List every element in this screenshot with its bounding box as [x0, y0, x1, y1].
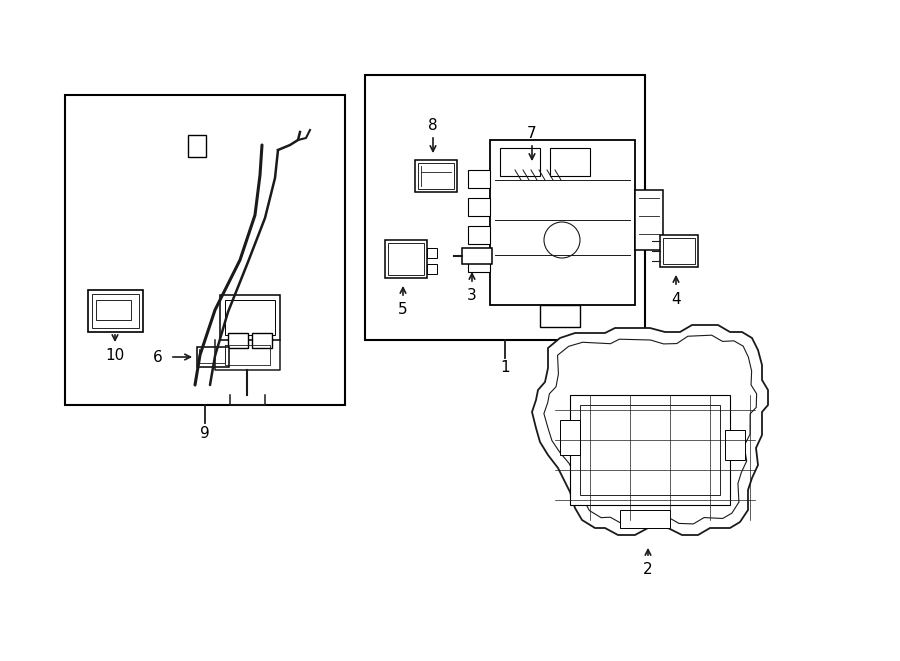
Bar	[540, 305, 580, 327]
Bar	[560, 420, 580, 455]
Text: 4: 4	[671, 292, 680, 307]
Bar	[188, 135, 206, 157]
Bar	[725, 430, 745, 460]
Bar	[660, 235, 698, 267]
Text: 9: 9	[200, 426, 210, 440]
Bar	[92, 294, 139, 328]
Bar	[468, 198, 490, 216]
Circle shape	[544, 222, 580, 258]
Text: 8: 8	[428, 118, 437, 132]
Bar	[635, 190, 663, 250]
Text: 7: 7	[527, 126, 536, 141]
Bar	[550, 148, 590, 176]
Bar	[580, 405, 720, 495]
Bar	[228, 333, 248, 348]
Bar	[220, 295, 280, 340]
Bar	[415, 160, 457, 192]
Text: 2: 2	[644, 563, 652, 578]
Bar	[663, 238, 695, 264]
Text: 10: 10	[105, 348, 124, 364]
Bar	[365, 75, 645, 340]
Bar	[385, 240, 427, 278]
Text: 3: 3	[467, 288, 477, 303]
Bar	[197, 347, 229, 367]
Bar	[418, 163, 454, 189]
Bar	[462, 248, 492, 264]
Bar	[468, 226, 490, 244]
Polygon shape	[510, 168, 565, 186]
Bar	[427, 248, 437, 258]
Bar	[468, 170, 490, 188]
Bar	[620, 510, 670, 528]
Polygon shape	[544, 335, 757, 524]
Bar	[388, 243, 424, 275]
Text: 1: 1	[500, 360, 509, 375]
Text: 5: 5	[398, 303, 408, 317]
Bar	[65, 95, 345, 405]
Bar	[570, 395, 730, 505]
Bar	[225, 300, 275, 335]
Bar	[468, 254, 490, 272]
Bar	[490, 140, 635, 305]
Bar	[96, 300, 131, 320]
Polygon shape	[532, 325, 768, 535]
Bar	[252, 333, 272, 348]
Bar	[88, 290, 143, 332]
Bar	[500, 148, 540, 176]
Text: 6: 6	[153, 350, 163, 364]
Bar	[427, 264, 437, 274]
